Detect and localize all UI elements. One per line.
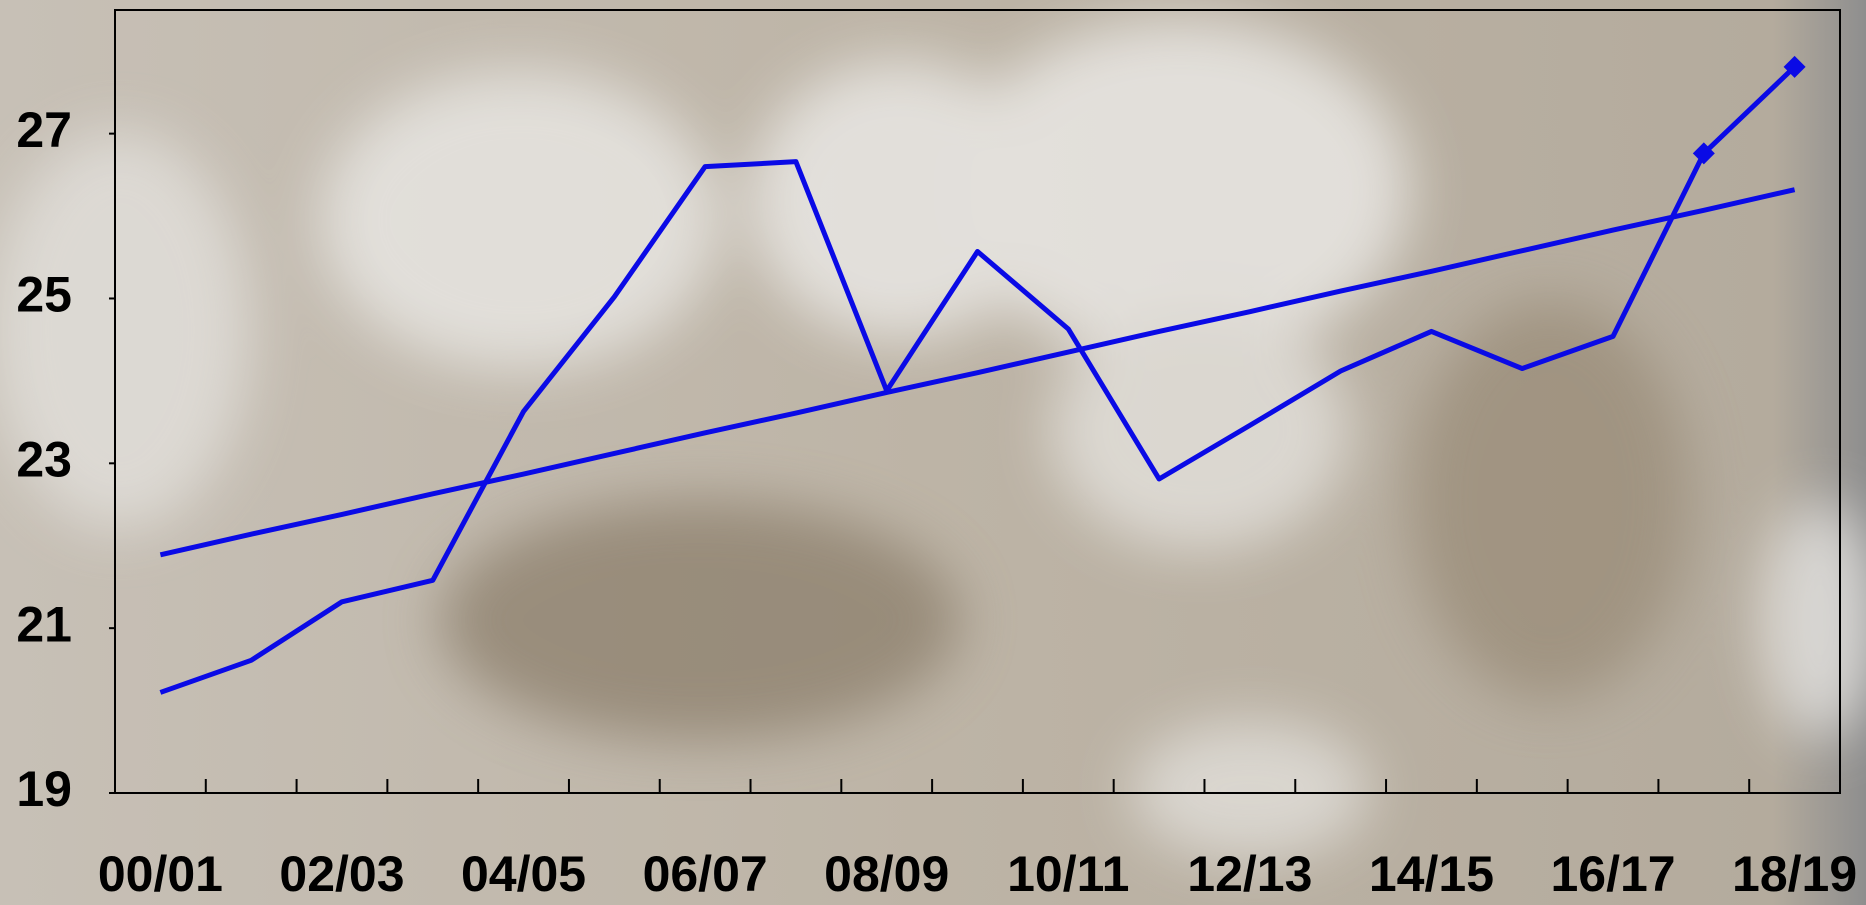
y-tick-label: 23 bbox=[16, 432, 72, 488]
x-tick-label: 18/19 bbox=[1732, 846, 1857, 902]
x-tick-label: 14/15 bbox=[1369, 846, 1494, 902]
y-tick-label: 19 bbox=[16, 761, 72, 817]
chart: 19 21 23 25 27 00/01 02/03 04/05 06/07 08/09 10/11… bbox=[0, 0, 1866, 905]
x-tick-label: 04/05 bbox=[461, 846, 586, 902]
x-tick-label: 06/07 bbox=[643, 846, 768, 902]
x-tick-label: 12/13 bbox=[1187, 846, 1312, 902]
x-tick-label: 08/09 bbox=[824, 846, 949, 902]
x-tick-label: 02/03 bbox=[279, 846, 404, 902]
y-tick-label: 25 bbox=[16, 267, 72, 323]
x-tick-label: 00/01 bbox=[98, 846, 223, 902]
x-tick-label: 16/17 bbox=[1550, 846, 1675, 902]
y-tick-label: 21 bbox=[16, 596, 72, 652]
x-tick-label: 10/11 bbox=[1007, 846, 1129, 902]
page: 19 21 23 25 27 00/01 02/03 04/05 06/07 08/09 10/11… bbox=[0, 0, 1866, 905]
y-tick-label: 27 bbox=[16, 102, 72, 158]
